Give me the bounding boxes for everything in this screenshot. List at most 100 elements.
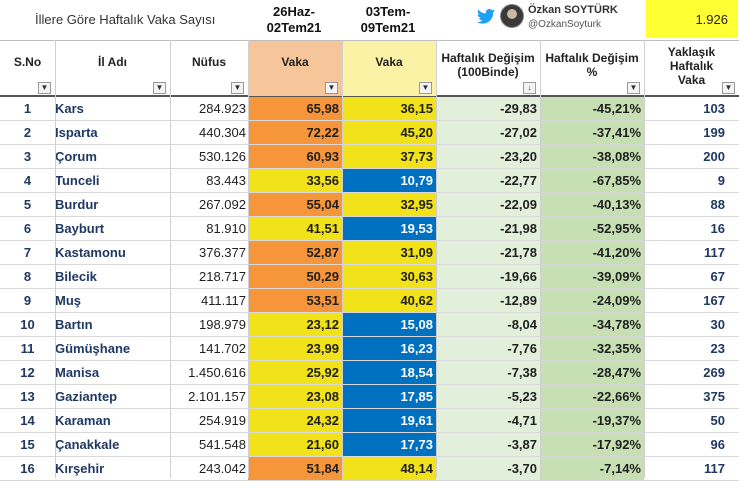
cell-il[interactable]: Isparta [55, 125, 98, 140]
cell-d2[interactable]: -32,35% [540, 337, 644, 360]
cell-il[interactable]: Bayburt [55, 221, 105, 236]
cell-sno[interactable]: 14 [20, 413, 35, 428]
table-row[interactable]: 15 Çanakkale 541.548 21,60 17,73 -3,87 -17,92%… [0, 433, 739, 457]
cell-sno[interactable]: 8 [23, 269, 32, 284]
cell-il[interactable]: Karaman [55, 413, 111, 428]
cell-v1[interactable]: 53,51 [248, 289, 342, 312]
cell-d1[interactable]: -19,66 [436, 265, 540, 288]
table-row[interactable]: 11 Gümüşhane 141.702 23,99 16,23 -7,76 -32,35%… [0, 337, 739, 361]
cell-nufus[interactable]: 243.042 [199, 461, 246, 476]
cell-v1[interactable]: 41,51 [248, 217, 342, 240]
filter-change-pct-button[interactable]: ▼ [627, 82, 640, 94]
cell-sno[interactable]: 4 [23, 173, 32, 188]
cell-v1[interactable]: 65,98 [248, 97, 342, 120]
cell-d2[interactable]: -45,21% [540, 97, 644, 120]
cell-d2[interactable]: -24,09% [540, 289, 644, 312]
cell-il[interactable]: Bilecik [55, 269, 97, 284]
cell-nufus[interactable]: 218.717 [199, 269, 246, 284]
cell-v1[interactable]: 72,22 [248, 121, 342, 144]
cell-il[interactable]: Bartın [55, 317, 93, 332]
cell-d1[interactable]: -7,76 [436, 337, 540, 360]
cell-yak[interactable]: 16 [710, 221, 725, 236]
cell-d2[interactable]: -41,20% [540, 241, 644, 264]
cell-yak[interactable]: 117 [704, 461, 725, 476]
cell-v2[interactable]: 40,62 [342, 289, 436, 312]
cell-il[interactable]: Tunceli [55, 173, 100, 188]
cell-v2[interactable]: 31,09 [342, 241, 436, 264]
cell-v1[interactable]: 24,32 [248, 409, 342, 432]
cell-d1[interactable]: -3,87 [436, 433, 540, 456]
cell-sno[interactable]: 7 [23, 245, 32, 260]
cell-nufus[interactable]: 440.304 [199, 125, 246, 140]
cell-il[interactable]: Gümüşhane [55, 341, 131, 356]
cell-yak[interactable]: 375 [703, 389, 725, 404]
cell-sno[interactable]: 3 [23, 149, 32, 164]
cell-d2[interactable]: -38,08% [540, 145, 644, 168]
table-row[interactable]: 13 Gaziantep 2.101.157 23,08 17,85 -5,23 -22,6… [0, 385, 739, 409]
cell-nufus[interactable]: 1.450.616 [188, 365, 246, 380]
cell-d1[interactable]: -22,09 [436, 193, 540, 216]
sort-change-100k-button[interactable]: ↓ [523, 82, 536, 94]
table-row[interactable]: 14 Karaman 254.919 24,32 19,61 -4,71 -19,37% 50 [0, 409, 739, 433]
cell-d2[interactable]: -40,13% [540, 193, 644, 216]
cell-yak[interactable]: 269 [703, 365, 725, 380]
cell-v1[interactable]: 33,56 [248, 169, 342, 192]
cell-nufus[interactable]: 284.923 [199, 101, 246, 116]
cell-sno[interactable]: 13 [20, 389, 35, 404]
cell-d1[interactable]: -5,23 [436, 385, 540, 408]
cell-v1[interactable]: 23,99 [248, 337, 342, 360]
cell-d1[interactable]: -7,38 [436, 361, 540, 384]
table-row[interactable]: 12 Manisa 1.450.616 25,92 18,54 -7,38 -28,47% 2… [0, 361, 739, 385]
cell-d2[interactable]: -28,47% [540, 361, 644, 384]
cell-v2[interactable]: 48,14 [342, 457, 436, 480]
cell-v2[interactable]: 10,79 [342, 169, 436, 192]
cell-d2[interactable]: -39,09% [540, 265, 644, 288]
filter-vaka-1-button[interactable]: ▼ [325, 82, 338, 94]
cell-il[interactable]: Çanakkale [55, 437, 120, 452]
cell-v2[interactable]: 15,08 [342, 313, 436, 336]
cell-il[interactable]: Çorum [55, 149, 97, 164]
cell-nufus[interactable]: 267.092 [199, 197, 246, 212]
cell-il[interactable]: Kars [55, 101, 84, 116]
cell-nufus[interactable]: 530.126 [199, 149, 246, 164]
cell-nufus[interactable]: 376.377 [199, 245, 246, 260]
cell-v2[interactable]: 32,95 [342, 193, 436, 216]
cell-d1[interactable]: -8,04 [436, 313, 540, 336]
cell-d1[interactable]: -4,71 [436, 409, 540, 432]
cell-il[interactable]: Burdur [55, 197, 99, 212]
cell-d2[interactable]: -37,41% [540, 121, 644, 144]
cell-nufus[interactable]: 83.443 [206, 173, 246, 188]
table-row[interactable]: 7 Kastamonu 376.377 52,87 31,09 -21,78 -41,20%… [0, 241, 739, 265]
table-row[interactable]: 1 Kars 284.923 65,98 36,15 -29,83 -45,21% 103 [0, 97, 739, 121]
filter-il-button[interactable]: ▼ [153, 82, 166, 94]
filter-approx-weekly-button[interactable]: ▼ [722, 82, 735, 94]
cell-d1[interactable]: -29,83 [436, 97, 540, 120]
cell-d1[interactable]: -22,77 [436, 169, 540, 192]
cell-nufus[interactable]: 81.910 [206, 221, 246, 236]
cell-v1[interactable]: 50,29 [248, 265, 342, 288]
filter-vaka-2-button[interactable]: ▼ [419, 82, 432, 94]
cell-v2[interactable]: 17,85 [342, 385, 436, 408]
cell-yak[interactable]: 200 [703, 149, 725, 164]
cell-il[interactable]: Muş [55, 293, 81, 308]
cell-d1[interactable]: -12,89 [436, 289, 540, 312]
cell-sno[interactable]: 6 [23, 221, 32, 236]
cell-yak[interactable]: 167 [703, 293, 725, 308]
cell-yak[interactable]: 50 [710, 413, 725, 428]
cell-v2[interactable]: 45,20 [342, 121, 436, 144]
cell-v1[interactable]: 60,93 [248, 145, 342, 168]
cell-d2[interactable]: -22,66% [540, 385, 644, 408]
table-row[interactable]: 4 Tunceli 83.443 33,56 10,79 -22,77 -67,85% 9 [0, 169, 739, 193]
table-row[interactable]: 2 Isparta 440.304 72,22 45,20 -27,02 -37,41% 19… [0, 121, 739, 145]
cell-d2[interactable]: -67,85% [540, 169, 644, 192]
cell-v2[interactable]: 36,15 [342, 97, 436, 120]
cell-yak[interactable]: 199 [703, 125, 725, 140]
cell-nufus[interactable]: 2.101.157 [188, 389, 246, 404]
cell-il[interactable]: Kırşehir [55, 461, 105, 476]
cell-v2[interactable]: 16,23 [342, 337, 436, 360]
cell-yak[interactable]: 88 [710, 197, 725, 212]
cell-d2[interactable]: -19,37% [540, 409, 644, 432]
cell-v2[interactable]: 19,61 [342, 409, 436, 432]
table-row[interactable]: 3 Çorum 530.126 60,93 37,73 -23,20 -38,08% 200 [0, 145, 739, 169]
cell-sno[interactable]: 12 [20, 365, 35, 380]
